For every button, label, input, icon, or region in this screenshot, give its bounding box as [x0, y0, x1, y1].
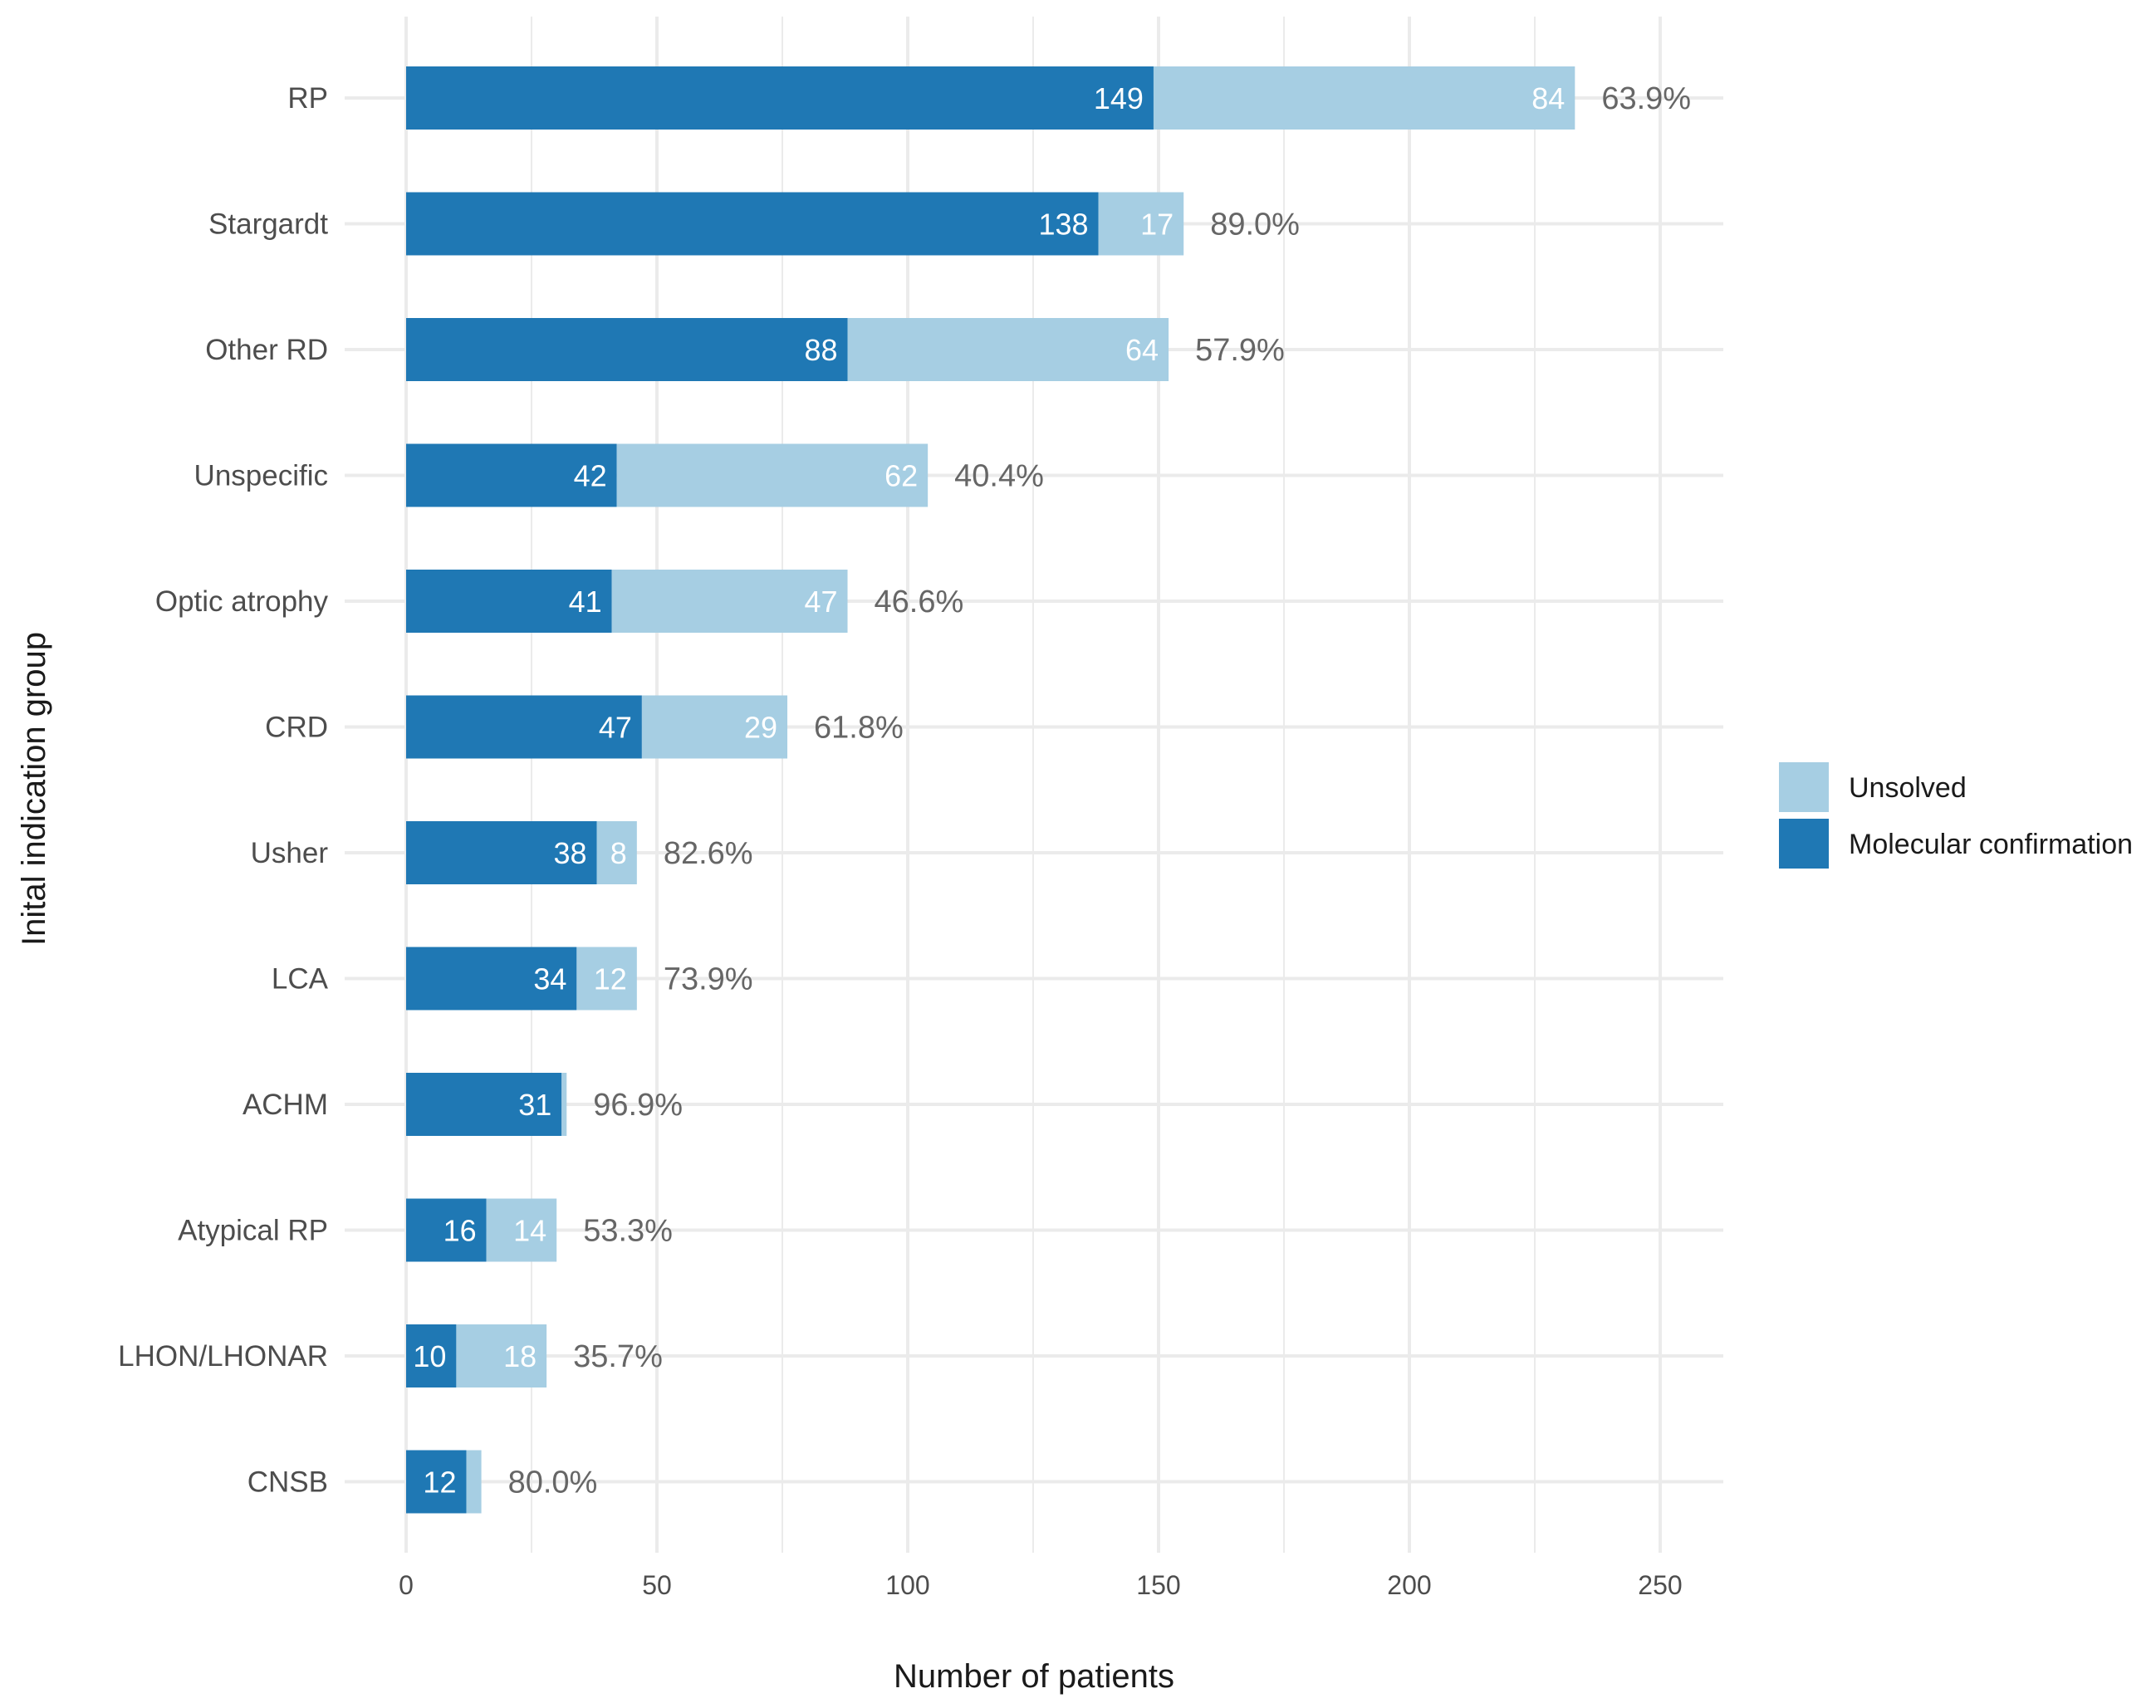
bar-label-unsolved: 14	[513, 1214, 546, 1248]
bar-molecular-confirmation	[406, 1324, 457, 1387]
percent-label: 35.7%	[573, 1339, 663, 1374]
percent-label: 96.9%	[593, 1088, 683, 1123]
bar-label-unsolved: 17	[1140, 208, 1174, 242]
category-label: Usher	[251, 837, 329, 869]
bar-unsolved	[1153, 66, 1575, 130]
x-tick-label: 150	[1136, 1570, 1180, 1600]
category-label: Unspecific	[194, 460, 328, 492]
bar-molecular-confirmation	[406, 318, 848, 381]
percent-label: 46.6%	[875, 585, 964, 619]
bar-label-unsolved: 12	[594, 962, 627, 996]
category-labels: RP Stargardt Other RD Unspecific Optic atrop…	[118, 82, 328, 1499]
bar-unsolved	[561, 1073, 567, 1136]
bar-segments	[406, 66, 1575, 1514]
legend: Unsolved Molecular confirmation	[1779, 762, 2133, 869]
bar-molecular-confirmation	[406, 821, 597, 884]
bar-unsolved	[486, 1198, 557, 1262]
x-tick-labels: 0 50 100 150 200 250	[399, 1570, 1683, 1600]
bar-label-molecular-confirmation: 88	[804, 333, 837, 367]
bar-unsolved	[611, 570, 848, 633]
percent-label: 73.9%	[664, 962, 753, 997]
percent-labels: 63.9% 89.0% 57.9% 40.4% 46.6% 61.8% 82.6% 73.9%…	[508, 81, 1691, 1500]
percent-label: 61.8%	[814, 711, 904, 746]
bar-label-molecular-confirmation: 12	[423, 1466, 456, 1500]
percent-label: 63.9%	[1601, 81, 1691, 116]
bar-label-molecular-confirmation: 34	[533, 962, 566, 996]
bar-molecular-confirmation	[406, 192, 1099, 256]
bar-unsolved	[847, 318, 1169, 381]
bar-label-molecular-confirmation: 31	[518, 1088, 551, 1122]
bar-molecular-confirmation	[406, 443, 617, 507]
percent-label: 53.3%	[583, 1214, 673, 1249]
percent-label: 89.0%	[1210, 208, 1300, 242]
category-label: ACHM	[243, 1089, 328, 1121]
legend-label-molecular-confirmation: Molecular confirmation	[1849, 829, 2133, 860]
percent-label: 57.9%	[1195, 333, 1285, 368]
bar-molecular-confirmation	[406, 947, 577, 1011]
category-label: RP	[287, 82, 328, 115]
category-label: Optic atrophy	[155, 585, 329, 618]
bar-unsolved	[641, 695, 788, 759]
bar-label-molecular-confirmation: 42	[574, 459, 607, 493]
bar-label-unsolved: 84	[1531, 81, 1565, 115]
category-label: CNSB	[247, 1466, 328, 1499]
bar-label-molecular-confirmation: 47	[599, 711, 632, 745]
bar-value-labels: 149 84 138 17 88 64 42 62 41 47 47 29 38 8 34 12 31 16 14 1…	[413, 81, 1565, 1500]
percent-label: 82.6%	[664, 836, 753, 871]
bar-label-unsolved: 18	[503, 1339, 537, 1373]
y-axis-title: Inital indication group	[16, 632, 52, 946]
bar-molecular-confirmation	[406, 1450, 467, 1514]
category-label: LHON/LHONAR	[118, 1340, 328, 1373]
bar-label-molecular-confirmation: 149	[1094, 81, 1144, 115]
bar-label-unsolved: 8	[610, 836, 627, 870]
bar-unsolved	[456, 1324, 547, 1387]
category-label: Atypical RP	[178, 1215, 328, 1247]
bar-unsolved	[466, 1450, 482, 1514]
bar-label-unsolved: 47	[804, 585, 837, 619]
category-label: LCA	[272, 963, 329, 996]
x-tick-label: 200	[1387, 1570, 1431, 1600]
x-tick-label: 0	[399, 1570, 414, 1600]
bar-label-molecular-confirmation: 38	[553, 836, 586, 870]
percent-label: 40.4%	[954, 459, 1044, 494]
bar-molecular-confirmation	[406, 66, 1154, 130]
legend-swatch-unsolved	[1779, 762, 1829, 812]
x-axis-title: Number of patients	[894, 1658, 1174, 1695]
bar-unsolved	[576, 947, 637, 1011]
percent-label: 80.0%	[508, 1466, 598, 1500]
bar-unsolved	[1098, 192, 1184, 256]
bar-unsolved	[616, 443, 929, 507]
x-tick-label: 50	[642, 1570, 672, 1600]
bar-label-unsolved: 29	[744, 711, 777, 745]
bar-molecular-confirmation	[406, 1073, 562, 1136]
bar-molecular-confirmation	[406, 570, 612, 633]
legend-label-unsolved: Unsolved	[1849, 772, 1967, 804]
category-label: Other RD	[205, 334, 328, 366]
bar-label-unsolved: 64	[1125, 333, 1159, 367]
x-tick-label: 100	[885, 1570, 929, 1600]
bar-label-molecular-confirmation: 138	[1038, 208, 1088, 242]
bar-label-molecular-confirmation: 41	[569, 585, 602, 619]
bar-molecular-confirmation	[406, 695, 642, 759]
category-label: CRD	[265, 712, 328, 744]
category-label: Stargardt	[208, 208, 328, 241]
x-tick-label: 250	[1638, 1570, 1682, 1600]
bar-molecular-confirmation	[406, 1198, 487, 1262]
bar-unsolved	[596, 821, 637, 884]
bar-label-molecular-confirmation: 16	[443, 1214, 477, 1248]
bar-label-unsolved: 62	[884, 459, 918, 493]
legend-swatch-molecular-confirmation	[1779, 819, 1829, 869]
bar-label-molecular-confirmation: 10	[413, 1339, 446, 1373]
